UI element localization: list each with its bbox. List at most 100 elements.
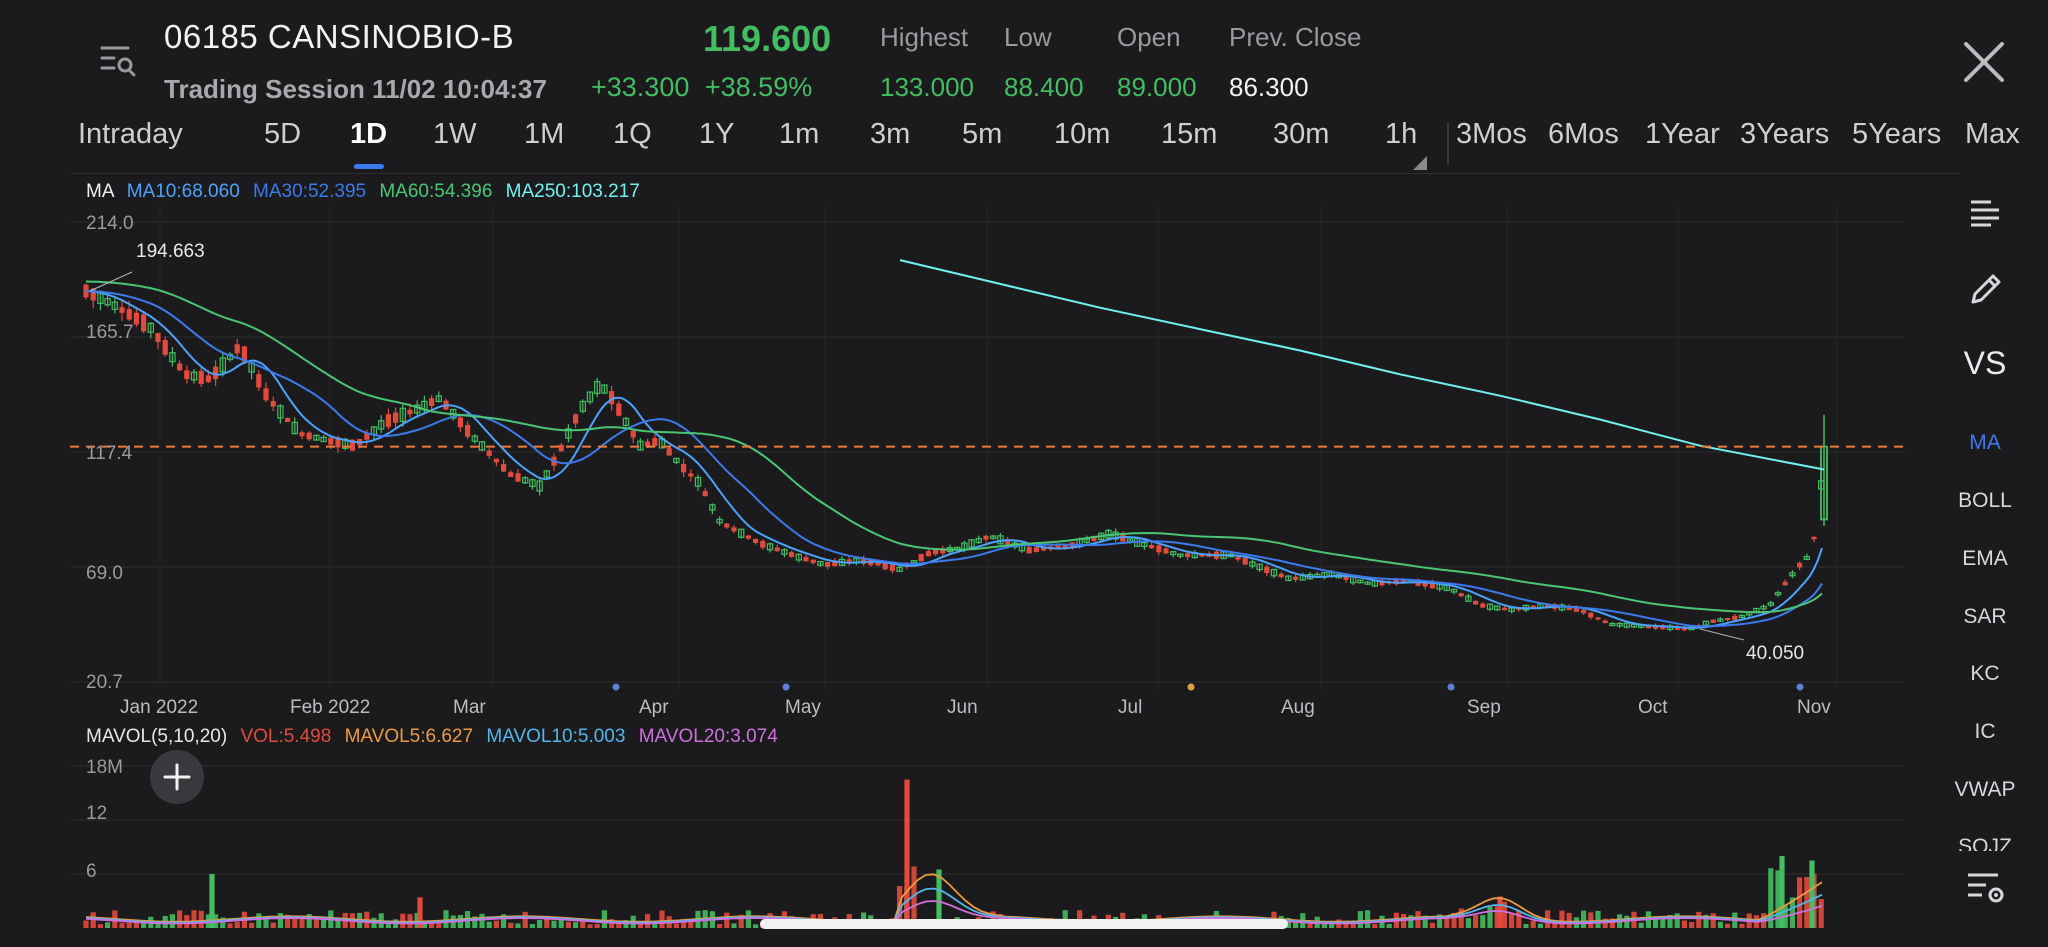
tab-intraday[interactable]: Intraday xyxy=(78,118,183,150)
candle-body xyxy=(1811,536,1817,540)
candle-body xyxy=(1602,620,1608,624)
candle-body xyxy=(306,432,312,440)
tab-3mos[interactable]: 3Mos xyxy=(1456,118,1527,150)
price-change: +33.300 +38.59% xyxy=(591,72,812,103)
volume-bar xyxy=(1779,856,1785,928)
tab-3m[interactable]: 3m xyxy=(870,118,911,150)
vol-axis-mid: 12 xyxy=(86,803,108,824)
volume-bar xyxy=(688,921,694,928)
divider-top xyxy=(70,173,1960,174)
month-label: May xyxy=(785,697,821,718)
event-dot xyxy=(782,683,790,691)
tab-5d[interactable]: 5D xyxy=(264,118,302,150)
volume-bar xyxy=(515,923,521,928)
candle-body xyxy=(1702,620,1710,626)
volume-bar xyxy=(1588,912,1594,928)
add-indicator-button[interactable] xyxy=(150,750,204,804)
tab-15m[interactable]: 15m xyxy=(1161,118,1218,150)
candle-body xyxy=(716,518,723,524)
lines-icon[interactable] xyxy=(1965,198,2005,228)
candle-body xyxy=(832,560,838,567)
volume-bar xyxy=(1473,915,1479,928)
tab-3years[interactable]: 3Years xyxy=(1740,118,1830,150)
volume-bar xyxy=(637,922,643,928)
vol-legend-value: VOL:5.498 xyxy=(240,726,332,747)
mavol20-line xyxy=(85,900,1823,925)
candle-body xyxy=(198,370,204,384)
sidebar-item-sqjz[interactable]: SQJZ xyxy=(1958,835,2012,851)
tab-1q[interactable]: 1Q xyxy=(613,118,652,150)
stat-label-low: Low xyxy=(1004,22,1052,52)
candle-body xyxy=(652,438,658,447)
stat-value-open: 89.000 xyxy=(1117,72,1197,102)
candle-body xyxy=(1033,547,1039,552)
vol-axis-low: 6 xyxy=(86,861,97,882)
pencil-icon[interactable] xyxy=(1965,270,2005,310)
candle-body xyxy=(558,444,564,452)
volume-bar xyxy=(731,923,737,928)
volume-bar xyxy=(745,910,751,928)
tab-1m[interactable]: 1m xyxy=(779,118,820,150)
sidebar-item-vs[interactable]: VS xyxy=(1963,345,2007,381)
volume-bar xyxy=(594,923,600,928)
candle-body xyxy=(1364,581,1371,585)
high-annotation: 194.663 xyxy=(136,241,205,262)
list-search-icon[interactable] xyxy=(98,40,138,80)
tab-max[interactable]: Max xyxy=(1965,118,2020,150)
tab-1y[interactable]: 1Y xyxy=(699,118,735,150)
price-chart[interactable] xyxy=(0,0,1920,947)
tab-1d[interactable]: 1D xyxy=(350,118,388,150)
volume-bar xyxy=(209,874,215,928)
candle-body xyxy=(285,417,291,423)
tab-5m[interactable]: 5m xyxy=(962,118,1003,150)
close-icon[interactable] xyxy=(1962,40,2006,84)
sidebar-item-ema[interactable]: EMA xyxy=(1962,547,2008,570)
volume-bar xyxy=(1429,922,1435,928)
tab-30m[interactable]: 30m xyxy=(1273,118,1330,150)
sidebar-item-kc[interactable]: KC xyxy=(1970,662,2000,685)
tab-1w[interactable]: 1W xyxy=(433,118,477,150)
volume-bar xyxy=(529,924,535,928)
candle-body xyxy=(291,421,299,435)
month-label: Nov xyxy=(1797,697,1831,718)
candle-body xyxy=(1005,539,1011,546)
volume-bar xyxy=(565,921,571,928)
candle-body xyxy=(277,405,284,419)
candle-body xyxy=(1199,553,1205,557)
sidebar-item-boll[interactable]: BOLL xyxy=(1958,489,2012,512)
tab-1m[interactable]: 1M xyxy=(524,118,565,150)
sidebar-item-sar[interactable]: SAR xyxy=(1963,605,2007,628)
candle-body xyxy=(1450,588,1458,593)
settings-list-icon[interactable] xyxy=(1964,870,2006,906)
candle-body xyxy=(1141,542,1148,548)
candle-body xyxy=(1616,622,1623,627)
candle-body xyxy=(190,371,198,381)
stat-label-open: Open xyxy=(1117,22,1181,52)
tab-10m[interactable]: 10m xyxy=(1054,118,1111,150)
last-price: 119.600 xyxy=(703,18,832,59)
month-label: Oct xyxy=(1638,697,1668,718)
tab-1year[interactable]: 1Year xyxy=(1645,118,1720,150)
candle-body xyxy=(457,417,463,428)
tab-5years[interactable]: 5Years xyxy=(1852,118,1942,150)
low-annotation: 40.050 xyxy=(1746,643,1805,664)
candle-body xyxy=(435,395,443,403)
sidebar-item-ma[interactable]: MA xyxy=(1969,431,2001,454)
volume-bar xyxy=(277,913,283,928)
candle-body xyxy=(1530,605,1536,608)
candle-body xyxy=(378,420,385,430)
candle-body xyxy=(529,479,536,488)
vol-legend-label: MAVOL(5,10,20) xyxy=(86,726,228,747)
candle-body xyxy=(630,430,636,438)
candle-body xyxy=(521,477,529,484)
candle-body xyxy=(1465,595,1472,602)
sidebar-item-vwap[interactable]: VWAP xyxy=(1954,778,2016,801)
tab-1h[interactable]: 1h xyxy=(1385,118,1418,150)
tab-6mos[interactable]: 6Mos xyxy=(1548,118,1619,150)
volume-bar xyxy=(479,913,485,928)
volume-bar xyxy=(1624,915,1630,928)
candle-body xyxy=(1595,617,1601,620)
stat-value-highest: 133.000 xyxy=(880,72,974,102)
volume-bar xyxy=(285,914,291,928)
sidebar-item-ic[interactable]: IC xyxy=(1974,720,1996,743)
